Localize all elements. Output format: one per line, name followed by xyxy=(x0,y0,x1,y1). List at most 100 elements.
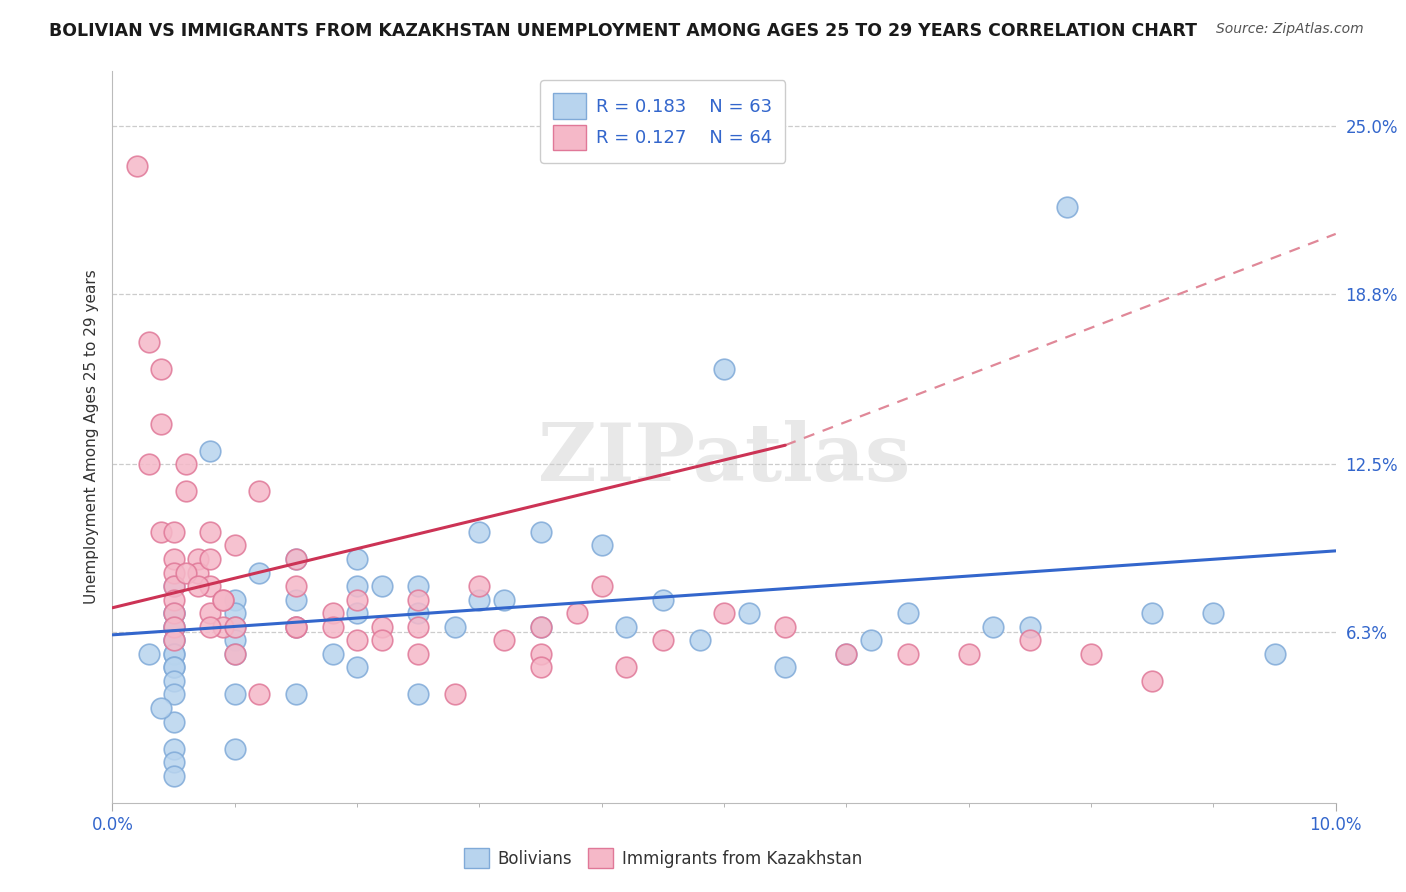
Point xyxy=(174,484,197,499)
Point xyxy=(1056,200,1078,214)
Point xyxy=(247,484,270,499)
Point xyxy=(567,606,589,620)
Point xyxy=(224,538,246,552)
Point xyxy=(346,592,368,607)
Point xyxy=(163,769,186,783)
Point xyxy=(163,620,186,634)
Point xyxy=(224,633,246,648)
Point xyxy=(284,579,308,593)
Point xyxy=(163,741,186,756)
Point xyxy=(346,633,368,648)
Point xyxy=(689,633,711,648)
Point xyxy=(408,647,430,661)
Point xyxy=(775,660,797,674)
Y-axis label: Unemployment Among Ages 25 to 29 years: Unemployment Among Ages 25 to 29 years xyxy=(83,269,98,605)
Point xyxy=(284,552,308,566)
Point xyxy=(224,606,246,620)
Point xyxy=(163,592,186,607)
Point xyxy=(614,660,637,674)
Point xyxy=(284,688,308,702)
Point xyxy=(346,579,368,593)
Point xyxy=(957,647,980,661)
Point xyxy=(163,524,186,539)
Point xyxy=(187,579,209,593)
Point xyxy=(897,647,920,661)
Point xyxy=(163,688,186,702)
Point xyxy=(408,688,430,702)
Point xyxy=(713,606,735,620)
Point xyxy=(284,592,308,607)
Point xyxy=(346,606,368,620)
Point xyxy=(408,606,430,620)
Point xyxy=(652,633,675,648)
Point xyxy=(150,524,173,539)
Point xyxy=(163,714,186,729)
Point xyxy=(284,552,308,566)
Point xyxy=(211,620,233,634)
Point xyxy=(200,620,222,634)
Point xyxy=(150,417,173,431)
Point xyxy=(530,647,553,661)
Point xyxy=(200,524,222,539)
Point xyxy=(150,701,173,715)
Point xyxy=(200,606,222,620)
Text: BOLIVIAN VS IMMIGRANTS FROM KAZAKHSTAN UNEMPLOYMENT AMONG AGES 25 TO 29 YEARS CO: BOLIVIAN VS IMMIGRANTS FROM KAZAKHSTAN U… xyxy=(49,22,1198,40)
Point xyxy=(200,579,222,593)
Point xyxy=(138,457,160,471)
Point xyxy=(224,620,246,634)
Point xyxy=(468,524,491,539)
Point xyxy=(163,606,186,620)
Point xyxy=(1018,633,1040,648)
Point xyxy=(163,552,186,566)
Point xyxy=(163,633,186,648)
Point xyxy=(1142,606,1164,620)
Point xyxy=(224,620,246,634)
Point xyxy=(163,566,186,580)
Point xyxy=(247,688,270,702)
Point xyxy=(1202,606,1225,620)
Point xyxy=(591,538,613,552)
Point xyxy=(224,688,246,702)
Point xyxy=(322,647,344,661)
Point xyxy=(284,620,308,634)
Point xyxy=(346,552,368,566)
Point xyxy=(224,647,246,661)
Point xyxy=(163,673,186,688)
Point xyxy=(737,606,759,620)
Point xyxy=(1080,647,1102,661)
Text: Source: ZipAtlas.com: Source: ZipAtlas.com xyxy=(1216,22,1364,37)
Point xyxy=(187,552,209,566)
Point xyxy=(163,633,186,648)
Point xyxy=(174,457,197,471)
Point xyxy=(163,647,186,661)
Point xyxy=(897,606,920,620)
Point xyxy=(163,606,186,620)
Point xyxy=(211,592,233,607)
Point xyxy=(530,524,553,539)
Point xyxy=(614,620,637,634)
Point xyxy=(284,620,308,634)
Point xyxy=(652,592,675,607)
Point xyxy=(370,620,392,634)
Point xyxy=(468,579,491,593)
Point xyxy=(322,606,344,620)
Point xyxy=(163,660,186,674)
Point xyxy=(174,566,197,580)
Point xyxy=(322,620,344,634)
Point xyxy=(591,579,613,593)
Point xyxy=(492,592,515,607)
Point xyxy=(247,566,270,580)
Point xyxy=(224,647,246,661)
Point xyxy=(224,592,246,607)
Point xyxy=(408,592,430,607)
Point xyxy=(163,633,186,648)
Point xyxy=(163,579,186,593)
Point xyxy=(713,362,735,376)
Point xyxy=(444,688,467,702)
Point xyxy=(224,741,246,756)
Point xyxy=(530,620,553,634)
Point xyxy=(284,620,308,634)
Point xyxy=(859,633,882,648)
Point xyxy=(408,620,430,634)
Point xyxy=(981,620,1004,634)
